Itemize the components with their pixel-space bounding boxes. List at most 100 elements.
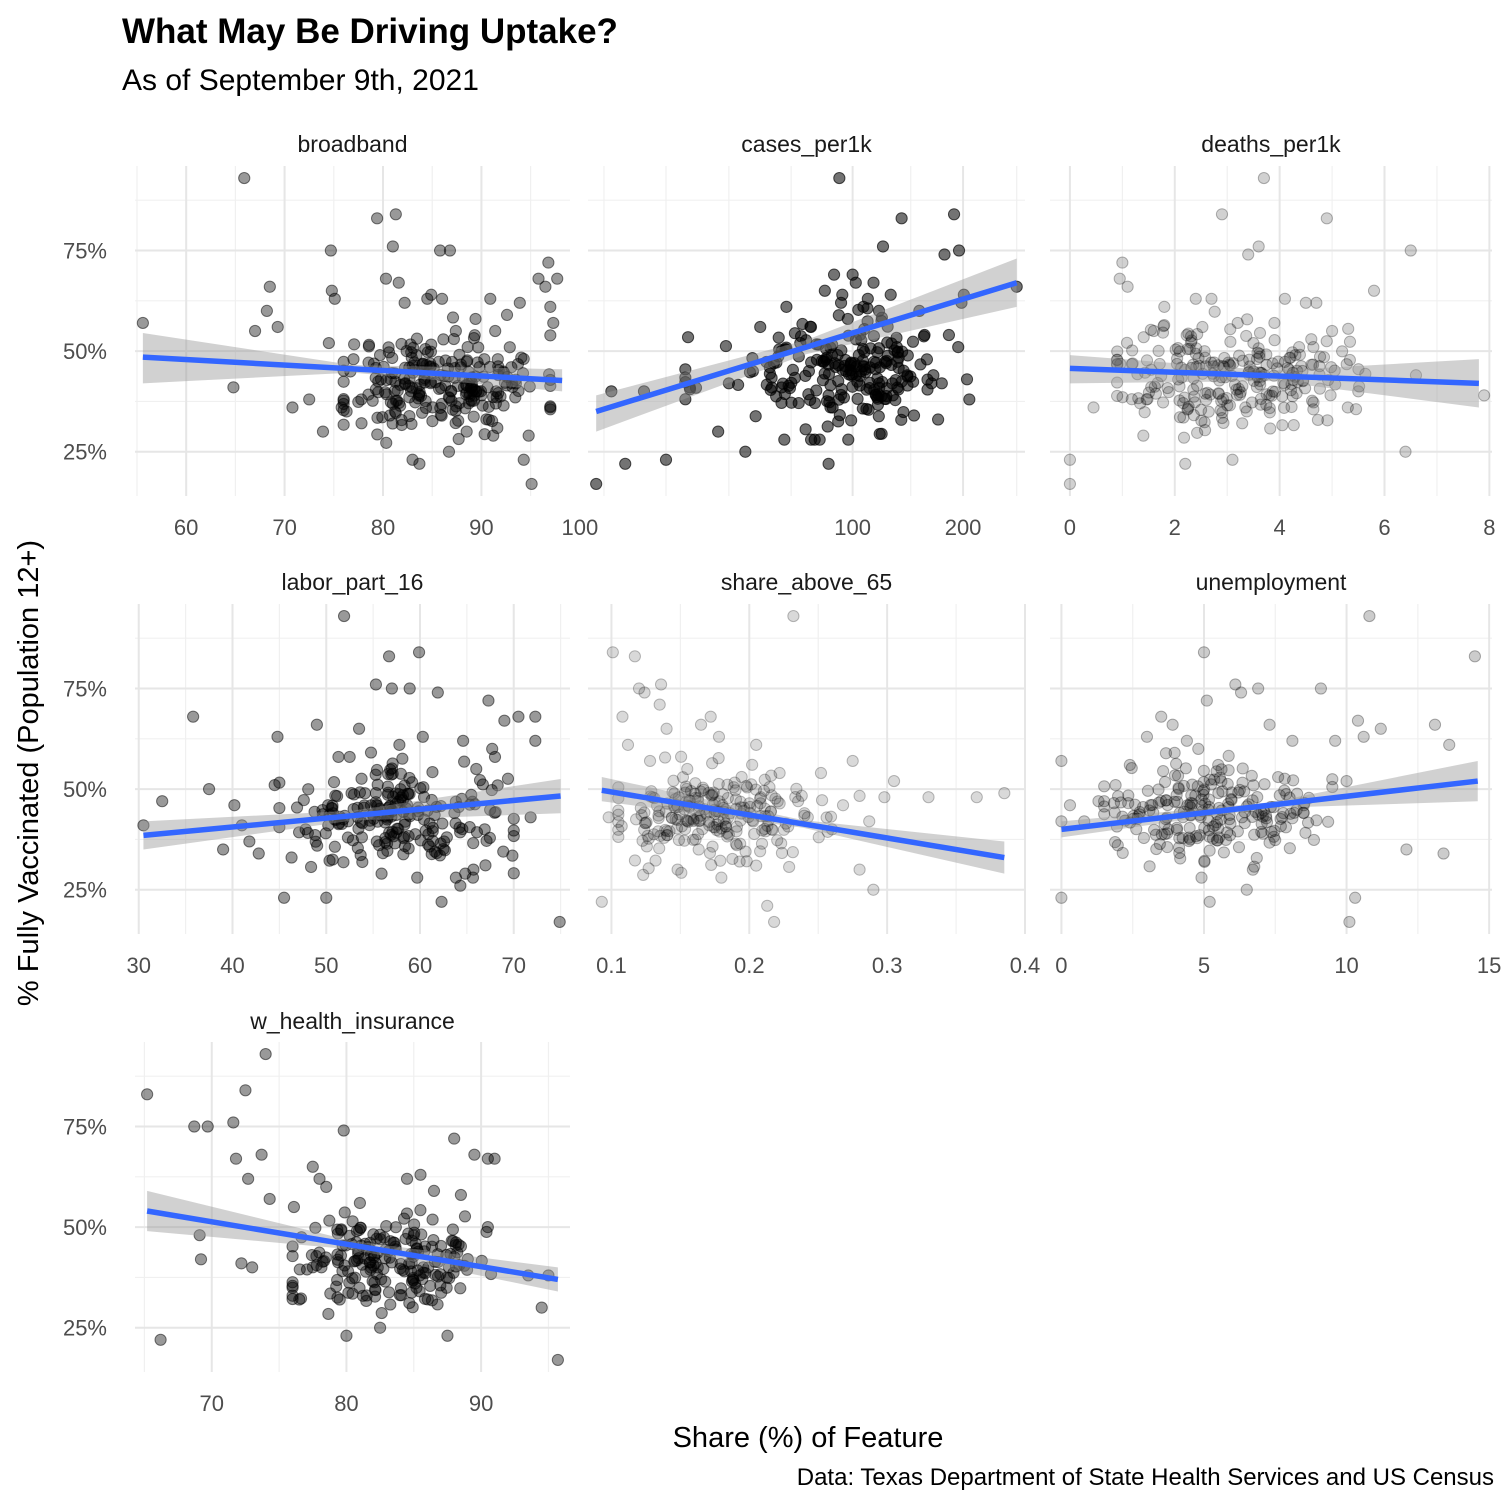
data-point [286, 1289, 299, 1302]
data-point [880, 357, 893, 370]
data-point [509, 391, 522, 404]
data-point [952, 244, 966, 257]
data-point [425, 288, 438, 301]
data-point [1221, 777, 1234, 791]
data-point [1277, 807, 1290, 820]
data-point [1185, 334, 1198, 347]
strip-label: labor_part_16 [282, 569, 424, 595]
data-point [1055, 891, 1068, 904]
data-point [721, 792, 734, 805]
data-point [1132, 392, 1145, 405]
data-point [271, 320, 284, 334]
data-point [1200, 393, 1213, 406]
data-point [494, 390, 507, 403]
data-point [1233, 388, 1247, 401]
data-point [422, 838, 435, 851]
data-point [338, 1259, 351, 1272]
strip-label: deaths_per1k [1201, 131, 1341, 157]
data-point [1111, 376, 1124, 389]
data-point [1266, 385, 1279, 398]
data-point [638, 806, 651, 819]
data-point [728, 776, 741, 789]
x-tick-label: 0.2 [734, 953, 765, 978]
data-point [371, 428, 384, 441]
data-point [732, 378, 745, 391]
data-point [729, 793, 743, 806]
data-point [454, 1188, 468, 1202]
regression-line [146, 1208, 559, 1283]
data-point [1283, 842, 1296, 855]
data-point [1340, 358, 1353, 371]
data-point [481, 1221, 494, 1234]
data-point [730, 839, 743, 852]
data-point [1313, 350, 1327, 363]
data-point [396, 752, 409, 765]
data-point [1349, 891, 1362, 904]
data-point [387, 1236, 400, 1249]
x-tick-label: 60 [408, 953, 432, 978]
data-point [1336, 345, 1349, 358]
data-point [1160, 827, 1174, 840]
data-point [1253, 347, 1266, 360]
data-point [1168, 746, 1181, 759]
data-point [1225, 793, 1238, 806]
data-point [647, 828, 660, 841]
data-point [867, 276, 880, 289]
data-point [640, 816, 653, 829]
data-point [694, 718, 708, 731]
data-point [1160, 794, 1173, 807]
data-point [1211, 834, 1224, 847]
data-point [802, 388, 815, 401]
data-point [878, 791, 891, 804]
data-point [1134, 397, 1147, 410]
data-point [681, 814, 694, 828]
data-point [998, 787, 1011, 800]
data-point [316, 425, 330, 438]
data-point [1198, 416, 1211, 429]
data-point [302, 783, 315, 796]
data-point [751, 799, 764, 813]
data-point [470, 762, 483, 776]
data-point [1357, 730, 1370, 743]
data-point [395, 418, 408, 432]
data-point [235, 1257, 248, 1270]
data-point [1191, 328, 1204, 341]
data-point [1246, 810, 1259, 823]
data-point [1200, 694, 1213, 707]
data-point [1263, 389, 1276, 402]
data-point [342, 1286, 355, 1299]
data-point [1111, 839, 1124, 852]
data-point [1322, 815, 1335, 828]
data-point [833, 409, 846, 422]
data-point [663, 825, 676, 838]
data-point [661, 829, 674, 842]
data-point [775, 846, 789, 860]
data-point [398, 296, 411, 309]
data-point [348, 338, 361, 351]
strip-label: unemployment [1196, 569, 1347, 595]
data-point [684, 785, 698, 798]
data-point [463, 821, 476, 834]
data-point [1321, 414, 1334, 427]
data-point [444, 384, 458, 398]
data-point [352, 722, 366, 735]
data-point [1218, 351, 1231, 365]
data-point [301, 826, 314, 840]
data-point [1159, 794, 1173, 807]
data-point [372, 386, 385, 399]
data-point [1240, 883, 1253, 896]
data-point [1152, 344, 1165, 358]
data-point [1278, 355, 1292, 368]
data-point [503, 341, 516, 354]
data-point [512, 710, 525, 723]
data-point [702, 815, 716, 828]
data-point [1210, 765, 1223, 778]
data-point [426, 401, 439, 414]
data-point [423, 817, 436, 830]
data-point [1326, 773, 1339, 786]
data-point [1221, 826, 1234, 839]
data-point [692, 843, 705, 856]
data-point [669, 813, 682, 826]
data-point [382, 1286, 396, 1299]
data-point [860, 402, 873, 416]
